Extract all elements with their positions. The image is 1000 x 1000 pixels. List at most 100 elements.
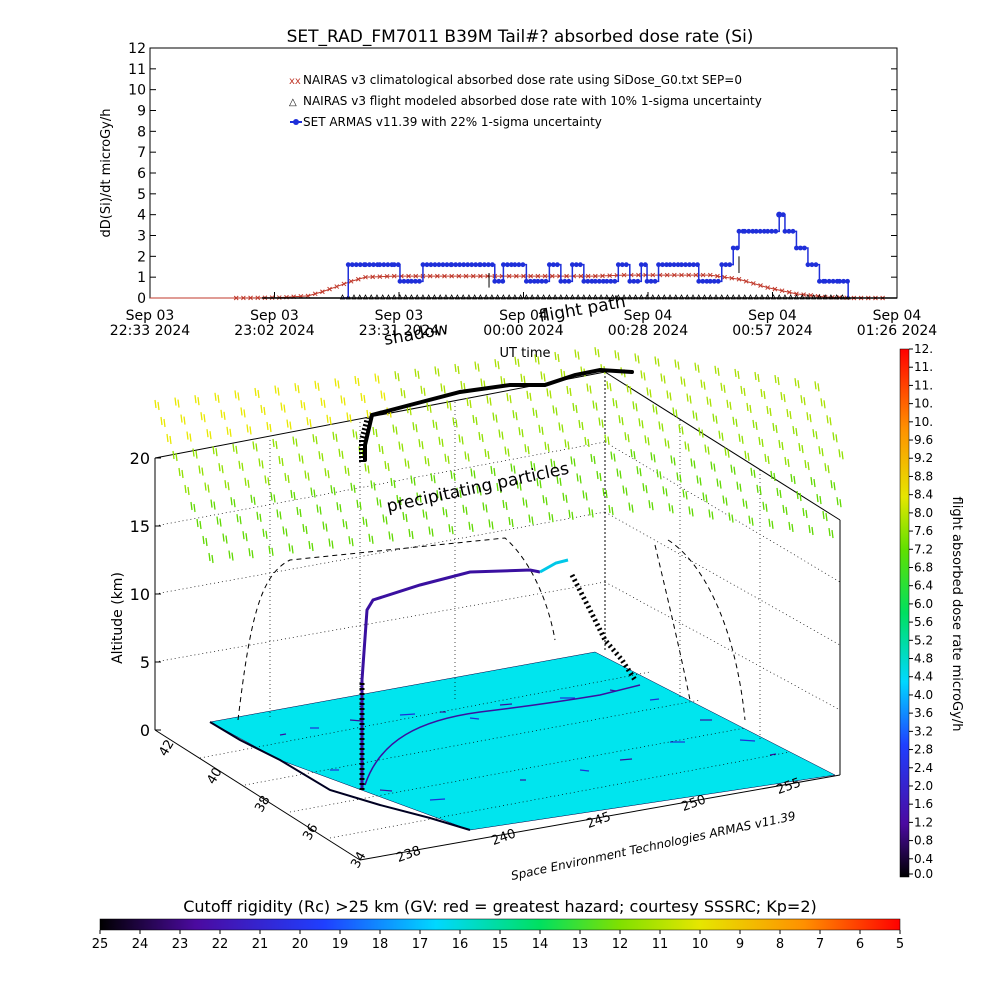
particle-mark: [796, 490, 802, 502]
marker-armas: [401, 278, 407, 284]
rigidity-tick-label: 6: [856, 937, 864, 952]
particle-mark: [754, 371, 760, 383]
marker-nairas-flight: [609, 294, 616, 300]
colorbar-tick-label: 3.6: [914, 706, 933, 720]
particle-mark: [436, 490, 442, 501]
marker-armas: [546, 262, 552, 268]
colorbar-tick-label: 12.: [914, 342, 933, 356]
marker-armas-peak: [776, 211, 783, 218]
marker-nairas-flight: [667, 294, 673, 300]
particle-mark: [426, 402, 432, 413]
particle-mark: [396, 494, 402, 506]
particle-mark: [788, 521, 794, 532]
particle-mark: [704, 444, 710, 455]
particle-mark: [346, 412, 352, 423]
marker-armas: [405, 278, 411, 284]
particle-mark: [324, 468, 330, 479]
longitude-tick-label: 238: [395, 843, 423, 866]
particle-mark: [798, 443, 804, 454]
rigidity-tick-label: 21: [252, 937, 269, 952]
particle-mark: [246, 424, 252, 435]
marker-armas: [642, 262, 648, 268]
particle-mark: [652, 404, 658, 415]
flight-track-mid: [360, 568, 541, 790]
marker-armas: [813, 262, 819, 268]
particle-mark: [684, 441, 690, 452]
particle-mark: [450, 470, 456, 481]
particle-mark: [390, 477, 396, 489]
particle-mark: [224, 480, 230, 491]
marker-nairas-flight: [512, 294, 518, 300]
particle-mark: [614, 350, 620, 361]
marker-armas: [482, 262, 487, 268]
marker-nairas-flight: [655, 294, 662, 300]
particle-mark: [816, 494, 822, 505]
particle-mark: [154, 399, 160, 411]
legend-entry-armas: SET ARMAS v11.39 with 22% 1-sigma uncert…: [303, 115, 602, 129]
particle-mark: [370, 480, 376, 491]
rigidity-tick-label: 18: [372, 937, 389, 952]
y-tick-label: 9: [137, 104, 146, 120]
particle-mark: [568, 509, 574, 520]
marker-nairas-clim: [506, 273, 512, 279]
marker-nairas-flight: [632, 294, 639, 300]
particle-mark: [446, 400, 452, 411]
rigidity-tick-label: 20: [292, 937, 309, 952]
marker-nairas-flight: [805, 294, 811, 300]
marker-nairas-flight: [615, 294, 621, 300]
marker-nairas-clim: [463, 273, 469, 279]
particle-mark: [746, 402, 752, 413]
z-tick-label: 10: [130, 585, 150, 604]
z-tick-label: 5: [140, 653, 150, 672]
marker-armas: [736, 228, 742, 234]
particle-mark: [494, 359, 500, 370]
y-tick-label: 10: [128, 83, 146, 99]
marker-nairas-flight: [736, 294, 742, 300]
marker-nairas-clim: [312, 291, 318, 297]
particle-mark: [234, 390, 240, 401]
colorbar-tick-label: 0.0: [914, 867, 933, 881]
particle-mark: [544, 441, 550, 452]
marker-armas: [695, 262, 700, 268]
particle-mark: [566, 385, 572, 397]
dose-colorbar-gradient: [899, 348, 910, 878]
marker-nairas-clim: [779, 288, 785, 294]
particle-mark: [338, 448, 344, 459]
marker-armas: [798, 245, 803, 251]
particle-mark: [592, 400, 598, 411]
marker-nairas-clim: [413, 273, 419, 279]
marker-armas: [413, 278, 418, 284]
marker-armas: [750, 228, 756, 234]
particle-mark: [242, 531, 248, 542]
marker-nairas-flight: [719, 294, 725, 300]
particle-mark: [630, 449, 636, 460]
scene-grid: [154, 402, 841, 839]
x-tick-label-date: Sep 04: [624, 308, 673, 324]
marker-armas: [353, 262, 359, 268]
marker-armas: [615, 262, 621, 268]
latitude-tick-label: 40: [204, 765, 225, 787]
particle-mark: [632, 401, 638, 412]
particle-mark: [618, 415, 624, 426]
marker-armas: [761, 228, 767, 234]
ground-feature: [469, 717, 480, 720]
particle-mark: [416, 492, 422, 503]
marker-nairas-flight: [730, 294, 736, 300]
particle-mark: [172, 450, 178, 462]
particle-mark: [506, 393, 512, 404]
particle-mark: [290, 489, 296, 501]
particle-mark: [260, 404, 266, 416]
particle-mark: [328, 538, 334, 549]
particle-mark: [528, 514, 534, 525]
particle-mark: [318, 451, 324, 462]
particle-mark: [780, 392, 786, 403]
particle-mark: [734, 368, 740, 379]
particle-mark: [606, 381, 612, 392]
marker-nairas-flight: [380, 294, 386, 300]
marker-nairas-flight: [443, 294, 449, 300]
particle-mark: [434, 366, 440, 377]
flight-track-top: [363, 367, 634, 462]
marker-armas: [679, 262, 684, 268]
x-tick-label-date: Sep 03: [375, 308, 424, 324]
particle-mark: [728, 512, 734, 523]
